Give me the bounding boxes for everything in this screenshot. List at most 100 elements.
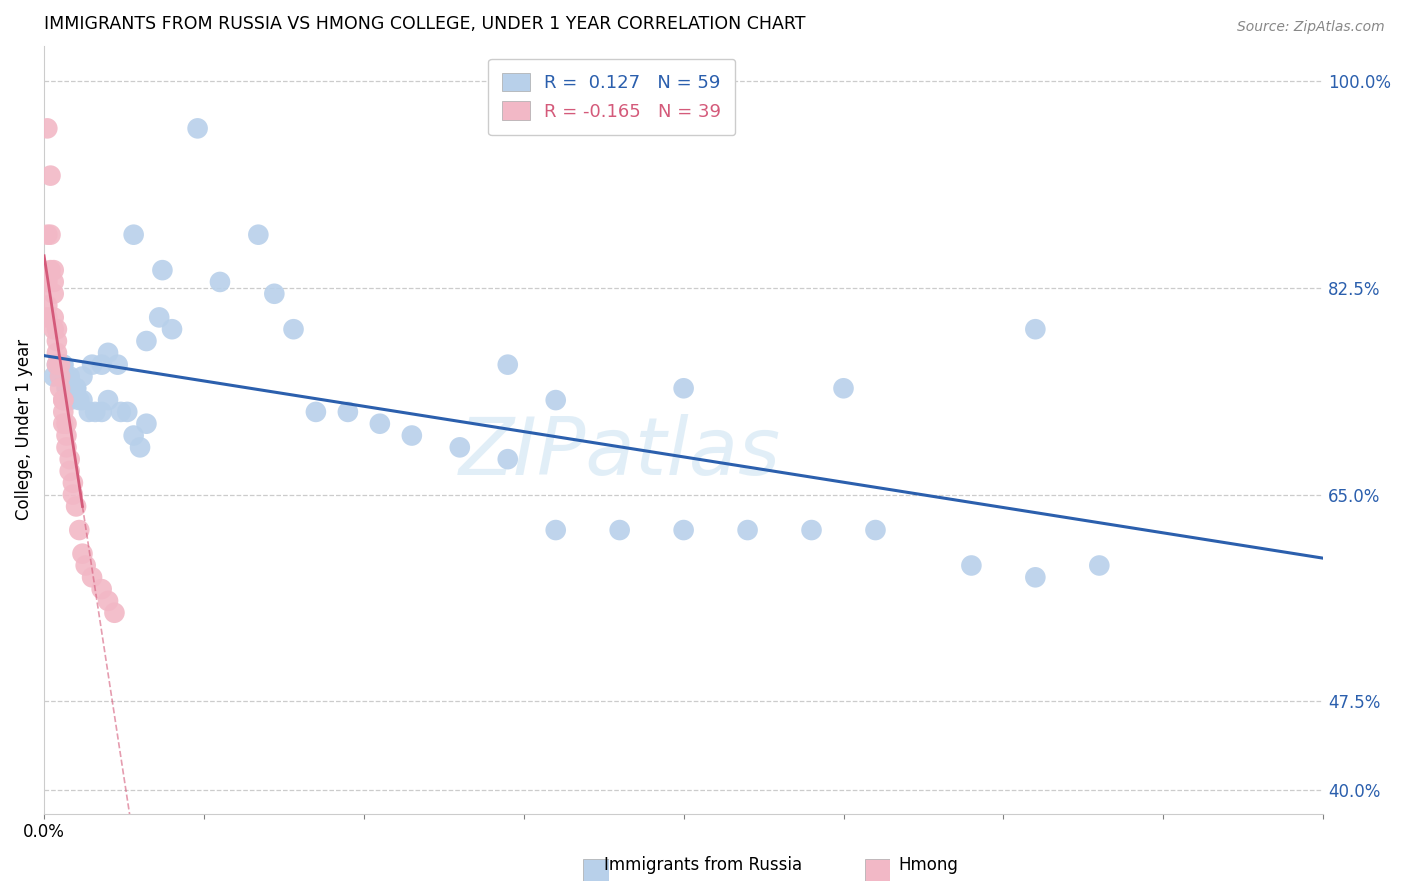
Point [52,393,75,408]
Point [65,381,87,395]
Point [672,523,695,537]
Text: Immigrants from Russia: Immigrants from Russia [605,855,801,873]
Point [283,322,305,336]
Point [160,322,183,336]
Point [52,393,75,408]
Point [80,358,103,372]
Point [39,169,62,183]
Point [37,275,59,289]
Point [152,263,174,277]
Point [496,452,519,467]
Y-axis label: College, Under 1 year: College, Under 1 year [15,339,32,520]
Point [90,582,112,596]
Point [45,358,67,372]
Point [84,405,107,419]
Point [75,558,97,573]
Point [103,606,125,620]
Point [55,417,77,431]
Point [960,558,983,573]
Point [110,405,132,419]
Point [49,358,72,372]
Point [42,322,65,336]
Point [544,523,567,537]
Point [52,358,75,372]
Point [55,381,77,395]
Point [117,405,139,419]
Point [107,358,129,372]
Point [148,310,170,325]
Point [449,441,471,455]
Text: IMMIGRANTS FROM RUSSIA VS HMONG COLLEGE, UNDER 1 YEAR CORRELATION CHART: IMMIGRANTS FROM RUSSIA VS HMONG COLLEGE,… [44,15,806,33]
Point [800,523,823,537]
Point [45,358,67,372]
Point [59,452,82,467]
Point [49,369,72,384]
Point [49,369,72,384]
Point [187,121,209,136]
Point [122,428,145,442]
Point [77,405,100,419]
Point [37,121,59,136]
Point [67,393,90,408]
Point [72,393,94,408]
Point [62,487,84,501]
Point [135,417,157,431]
Legend: R =  0.127   N = 59, R = -0.165   N = 39: R = 0.127 N = 59, R = -0.165 N = 39 [488,59,735,136]
Point [672,381,695,395]
Point [67,523,90,537]
Point [401,428,423,442]
Point [39,227,62,242]
Text: Source: ZipAtlas.com: Source: ZipAtlas.com [1237,20,1385,34]
Point [305,405,328,419]
Point [49,369,72,384]
Point [80,570,103,584]
Point [42,310,65,325]
Point [72,547,94,561]
Point [55,441,77,455]
Point [65,381,87,395]
Point [62,475,84,490]
Point [42,286,65,301]
Point [65,500,87,514]
Point [37,310,59,325]
Point [263,286,285,301]
Point [832,381,855,395]
Point [37,299,59,313]
Point [42,263,65,277]
Point [90,358,112,372]
Point [609,523,631,537]
Point [336,405,359,419]
Text: Hmong: Hmong [898,855,957,873]
Point [52,417,75,431]
Point [42,275,65,289]
Point [59,369,82,384]
Point [59,464,82,478]
Point [208,275,231,289]
Point [72,369,94,384]
Point [368,417,391,431]
Point [97,346,120,360]
Point [247,227,270,242]
Text: ZIPatlas: ZIPatlas [458,414,780,491]
Point [52,405,75,419]
Point [42,369,65,384]
Point [1088,558,1111,573]
Point [39,263,62,277]
Point [544,393,567,408]
Point [55,428,77,442]
Point [1024,570,1046,584]
Point [737,523,759,537]
Point [97,393,120,408]
Point [97,594,120,608]
Point [1024,322,1046,336]
Point [45,346,67,360]
Point [496,358,519,372]
Point [45,322,67,336]
Point [37,227,59,242]
Point [55,369,77,384]
Point [45,334,67,348]
Point [52,358,75,372]
Point [129,441,152,455]
Point [90,405,112,419]
Point [135,334,157,348]
